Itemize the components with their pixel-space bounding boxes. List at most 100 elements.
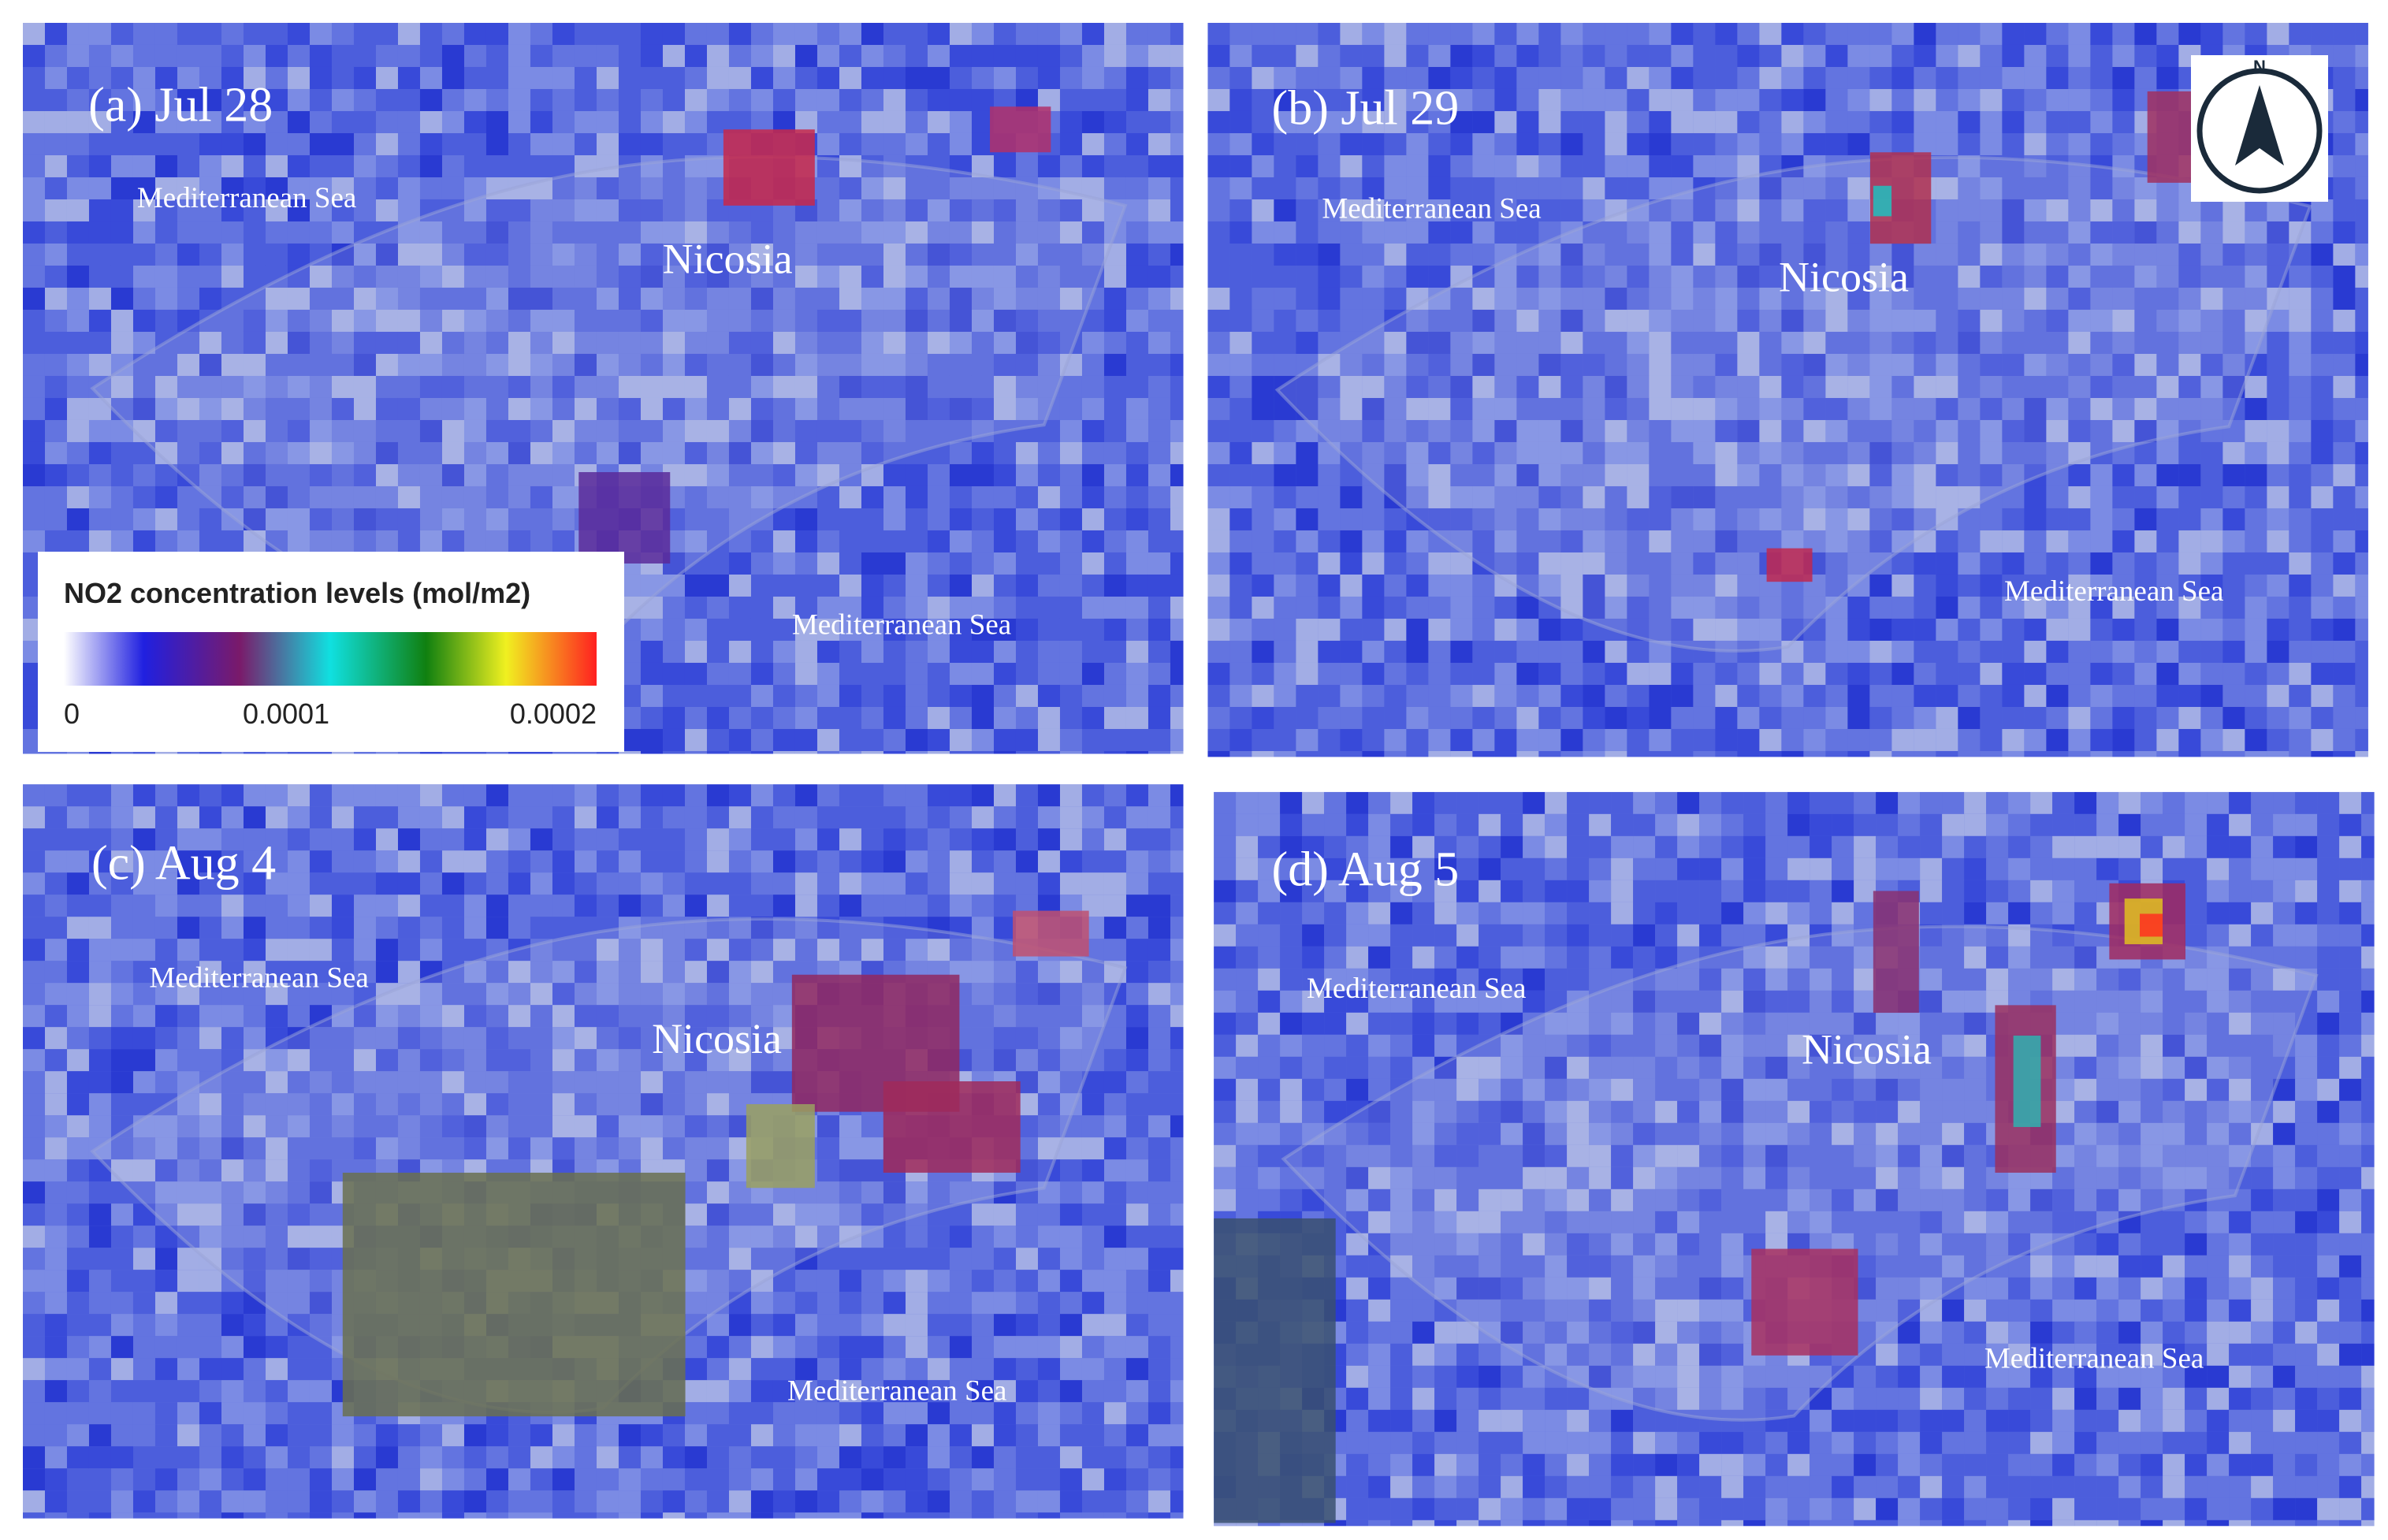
map-cell: [66, 287, 89, 310]
map-cell: [221, 397, 244, 420]
map-cell: [772, 828, 795, 851]
map-cell: [441, 221, 464, 244]
map-cell: [1560, 353, 1583, 376]
map-cell: [927, 265, 950, 288]
map-cell: [397, 784, 420, 807]
map-cell: [1125, 1248, 1148, 1270]
map-cell: [2333, 596, 2356, 619]
map-cell: [530, 199, 552, 221]
map-cell: [2134, 199, 2157, 221]
map-cell: [1081, 485, 1104, 508]
map-cell: [199, 1005, 221, 1028]
map-cell: [1015, 154, 1038, 177]
map-cell: [44, 110, 67, 133]
map-cell: [728, 1049, 751, 1072]
map-cell: [1037, 706, 1060, 729]
map-cell: [199, 1115, 221, 1138]
map-cell: [1362, 419, 1385, 442]
map-cell: [110, 88, 133, 111]
map-cell: [265, 221, 288, 244]
map-cell: [1428, 88, 1451, 111]
map-cell: [2355, 596, 2368, 619]
map-cell: [1759, 132, 1782, 155]
map-cell: [110, 508, 133, 530]
map-cell: [883, 618, 906, 641]
map-cell: [662, 684, 685, 707]
map-cell: [154, 1137, 177, 1160]
map-cell: [2134, 66, 2157, 89]
map-cell: [66, 784, 89, 807]
map-cell: [375, 22, 398, 45]
map-cell: [1296, 397, 1319, 420]
map-cell: [66, 199, 89, 221]
map-cell: [66, 22, 89, 45]
map-cell: [1103, 574, 1126, 597]
map-cell: [177, 961, 199, 984]
map-cell: [265, 463, 288, 486]
map-cell: [2333, 177, 2356, 199]
map-cell: [927, 485, 950, 508]
map-cell: [1450, 750, 1473, 757]
map-cell: [485, 872, 508, 895]
map-cell: [2200, 199, 2223, 221]
map-cell: [1340, 353, 1363, 376]
map-cell: [66, 1071, 89, 1094]
map-cell: [1516, 66, 1539, 89]
map-cell: [1037, 508, 1060, 530]
map-cell: [816, 574, 839, 597]
map-cell: [1715, 199, 1738, 221]
map-cell: [485, 1005, 508, 1028]
map-cell: [905, 66, 928, 89]
map-cell: [110, 917, 133, 939]
map-cell: [1958, 66, 1981, 89]
map-cell: [1538, 22, 1561, 45]
map-cell: [1148, 1005, 1170, 1028]
map-cell: [2333, 574, 2356, 597]
map-cell: [596, 177, 619, 199]
map-cell: [177, 784, 199, 807]
map-cell: [1296, 110, 1319, 133]
map-cell: [772, 265, 795, 288]
map-cell: [2046, 397, 2069, 420]
map-cell: [287, 508, 310, 530]
map-cell: [1296, 508, 1319, 530]
map-cell: [331, 419, 354, 442]
map-cell: [728, 309, 751, 332]
map-cell: [839, 574, 861, 597]
map-cell: [353, 1071, 376, 1094]
map-cell: [772, 574, 795, 597]
map-cell: [2134, 508, 2157, 530]
map-cell: [463, 154, 486, 177]
map-cell: [2024, 552, 2047, 575]
map-cell: [1715, 618, 1738, 641]
map-cell: [287, 441, 310, 464]
map-cell: [177, 441, 199, 464]
map-cell: [1914, 508, 1936, 530]
map-cell: [728, 530, 751, 552]
map-cell: [287, 1115, 310, 1138]
map-cell: [2200, 22, 2223, 45]
map-cell: [2178, 530, 2201, 552]
map-cell: [750, 243, 773, 266]
map-cell: [1362, 88, 1385, 111]
map-cell: [618, 1071, 641, 1094]
map-cell: [2156, 441, 2179, 464]
map-cell: [1207, 110, 1230, 133]
map-cell: [508, 485, 530, 508]
map-cell: [154, 806, 177, 829]
map-cell: [1125, 1071, 1148, 1094]
map-cell: [993, 1314, 1016, 1337]
map-cell: [463, 66, 486, 89]
map-cell: [265, 1005, 288, 1028]
map-cell: [110, 463, 133, 486]
map-cell: [1825, 706, 1848, 729]
map-cell: [2046, 596, 2069, 619]
map-cell: [2156, 397, 2179, 420]
map-cell: [485, 1115, 508, 1138]
map-cell: [1869, 662, 1892, 685]
map-cell: [1605, 66, 1627, 89]
map-cell: [2024, 706, 2047, 729]
map-cell: [1693, 88, 1716, 111]
map-cell: [1869, 110, 1892, 133]
